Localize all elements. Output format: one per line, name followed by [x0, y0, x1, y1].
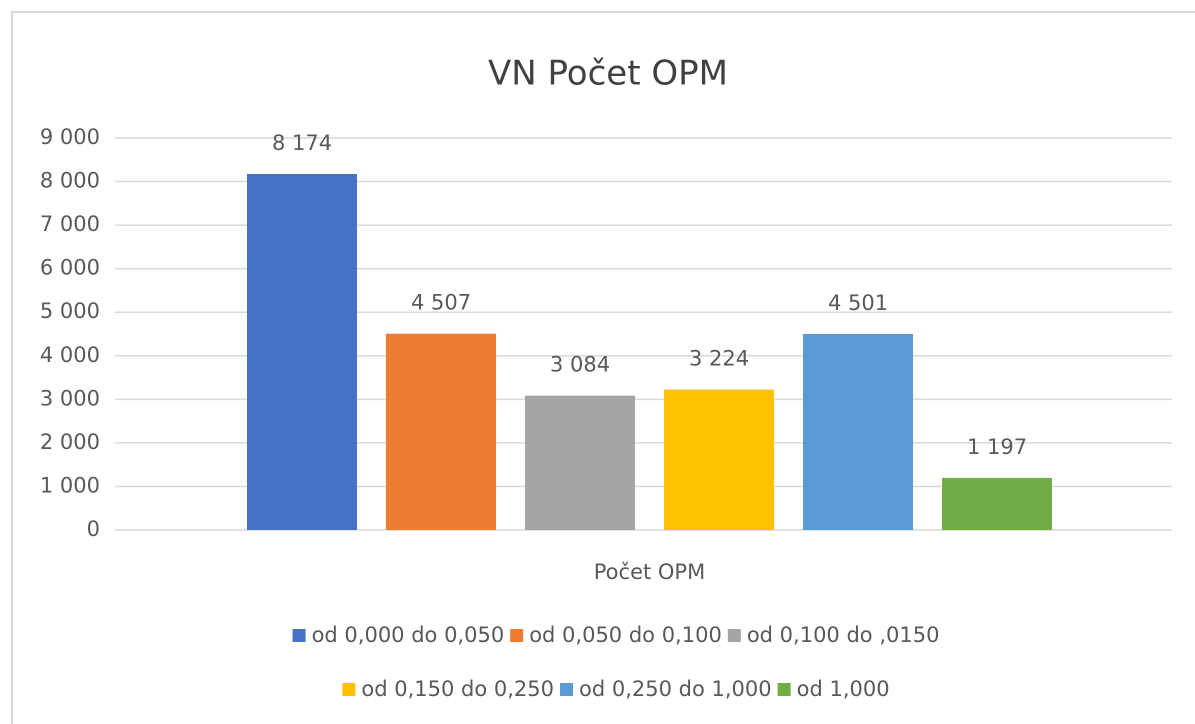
y-tick-label: 8 000	[40, 169, 100, 193]
legend-swatch	[342, 683, 356, 696]
y-tick-label: 7 000	[40, 212, 100, 236]
legend-label: od 0,250 do 1,000	[579, 677, 772, 701]
legend-swatch	[727, 629, 741, 642]
y-tick-label: 2 000	[40, 430, 100, 454]
bar	[803, 333, 913, 530]
data-label: 1 197	[967, 435, 1027, 459]
legend-swatch	[777, 683, 791, 696]
legend-label: od 0,000 do 0,050	[312, 623, 505, 647]
chart-frame	[11, 11, 1195, 724]
data-label: 4 507	[411, 291, 471, 315]
bar	[247, 173, 357, 531]
y-tick-label: 5 000	[40, 299, 100, 323]
chart-title: VN Počet OPM	[488, 54, 728, 94]
x-category-label: Počet OPM	[594, 560, 705, 584]
legend-label: od 0,100 do ,0150	[747, 623, 940, 647]
y-tick-label: 4 000	[40, 343, 100, 367]
data-label: 8 174	[272, 131, 332, 155]
legend-swatch	[510, 629, 524, 642]
bar	[525, 395, 635, 530]
bar	[386, 333, 496, 530]
bar	[942, 477, 1052, 530]
legend-swatch	[560, 683, 574, 696]
y-tick-label: 3 000	[40, 386, 100, 410]
data-label: 3 224	[689, 347, 749, 371]
y-tick-label: 1 000	[40, 473, 100, 497]
data-label: 3 084	[550, 353, 610, 377]
legend-swatch	[292, 629, 306, 642]
y-tick-label: 9 000	[40, 125, 100, 149]
bar	[664, 389, 774, 530]
y-tick-label: 0	[87, 517, 100, 541]
legend-label: od 0,150 do 0,250	[361, 677, 554, 701]
legend-label: od 0,050 do 0,100	[529, 623, 722, 647]
legend-label: od 1,000	[797, 677, 890, 701]
y-tick-label: 6 000	[40, 256, 100, 280]
data-label: 4 501	[828, 291, 888, 315]
